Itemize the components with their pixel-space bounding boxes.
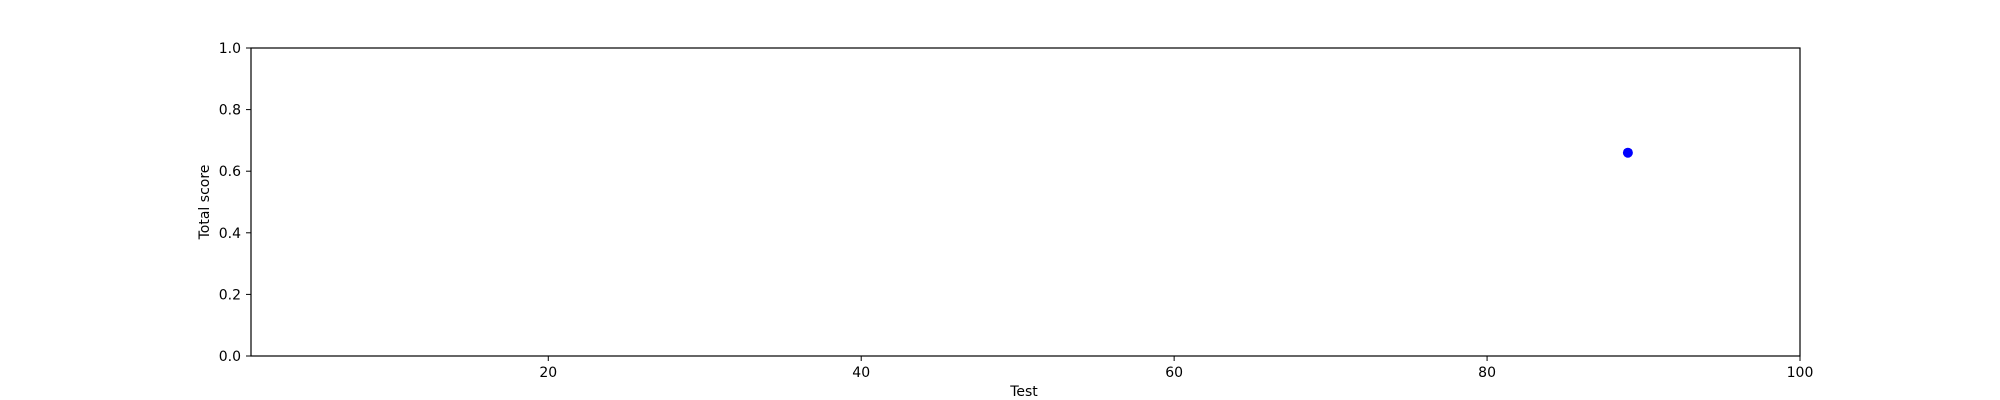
y-tick-label: 0.8 [219,103,241,119]
x-tick-label: 80 [1478,365,1496,381]
plot-frame [250,47,1801,357]
y-tick-label: 0.2 [219,287,241,303]
x-tick-label: 60 [1165,365,1183,381]
x-axis-ticks: 20 40 60 80 100 [539,356,1813,381]
y-axis-label: Total score [197,165,213,241]
plot-area [250,47,1801,357]
y-tick-label: 0.6 [219,164,241,180]
y-tick-label: 0.4 [219,226,241,242]
x-axis-label: Test [1009,384,1038,400]
y-tick-label: 1.0 [219,41,241,57]
y-axis-ticks: 0.0 0.2 0.4 0.6 0.8 1.0 [219,41,251,365]
x-tick-label: 40 [852,365,870,381]
x-tick-label: 100 [1787,365,1814,381]
data-point [1622,147,1633,158]
x-tick-label: 20 [539,365,557,381]
y-tick-label: 0.0 [219,349,241,365]
data-points [1622,147,1633,158]
